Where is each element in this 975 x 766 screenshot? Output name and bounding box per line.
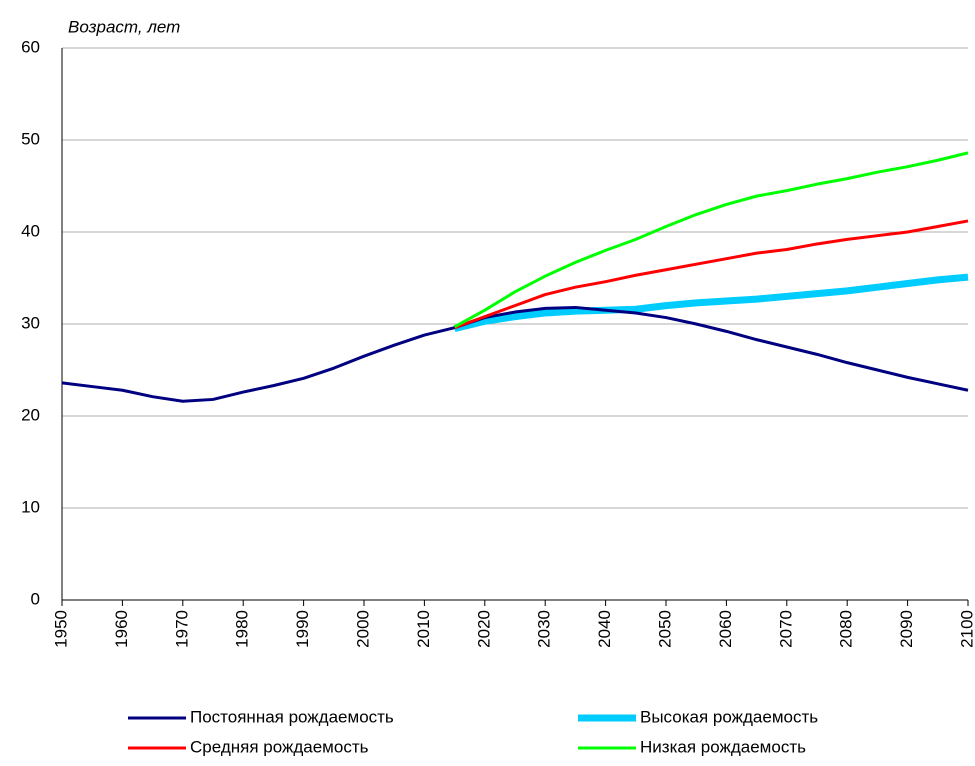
- x-tick-label: 2030: [535, 610, 554, 648]
- legend-label: Низкая рождаемость: [640, 737, 806, 756]
- y-tick-label: 0: [31, 589, 40, 608]
- x-tick-label: 2070: [776, 610, 795, 648]
- x-tick-label: 2020: [474, 610, 493, 648]
- y-tick-label: 50: [21, 129, 40, 148]
- y-tick-label: 20: [21, 405, 40, 424]
- x-tick-label: 2010: [414, 610, 433, 648]
- series-line: [454, 219, 969, 330]
- series-line: [453, 273, 969, 333]
- x-tick-label: 2080: [837, 610, 856, 648]
- legend-label: Постоянная рождаемость: [190, 707, 394, 726]
- x-tick-label: 2050: [655, 610, 674, 648]
- x-tick-label: 1960: [112, 610, 131, 648]
- legend-label: Средняя рождаемость: [190, 737, 369, 756]
- x-tick-label: 1950: [51, 610, 70, 648]
- y-axis-label: Возраст, лет: [68, 17, 180, 36]
- series-line: [61, 305, 969, 403]
- x-tick-label: 2100: [957, 610, 975, 648]
- y-tick-label: 60: [21, 37, 40, 56]
- x-tick-label: 2040: [595, 610, 614, 648]
- x-tick-label: 2000: [353, 610, 372, 648]
- x-tick-label: 2060: [716, 610, 735, 648]
- x-tick-label: 1970: [172, 610, 191, 648]
- y-tick-label: 10: [21, 497, 40, 516]
- y-tick-label: 40: [21, 221, 40, 240]
- x-tick-label: 1990: [293, 610, 312, 648]
- x-tick-label: 2090: [897, 610, 916, 648]
- series-line: [453, 151, 969, 329]
- y-tick-label: 30: [21, 313, 40, 332]
- x-tick-label: 1980: [233, 610, 252, 648]
- legend-label: Высокая рождаемость: [640, 707, 818, 726]
